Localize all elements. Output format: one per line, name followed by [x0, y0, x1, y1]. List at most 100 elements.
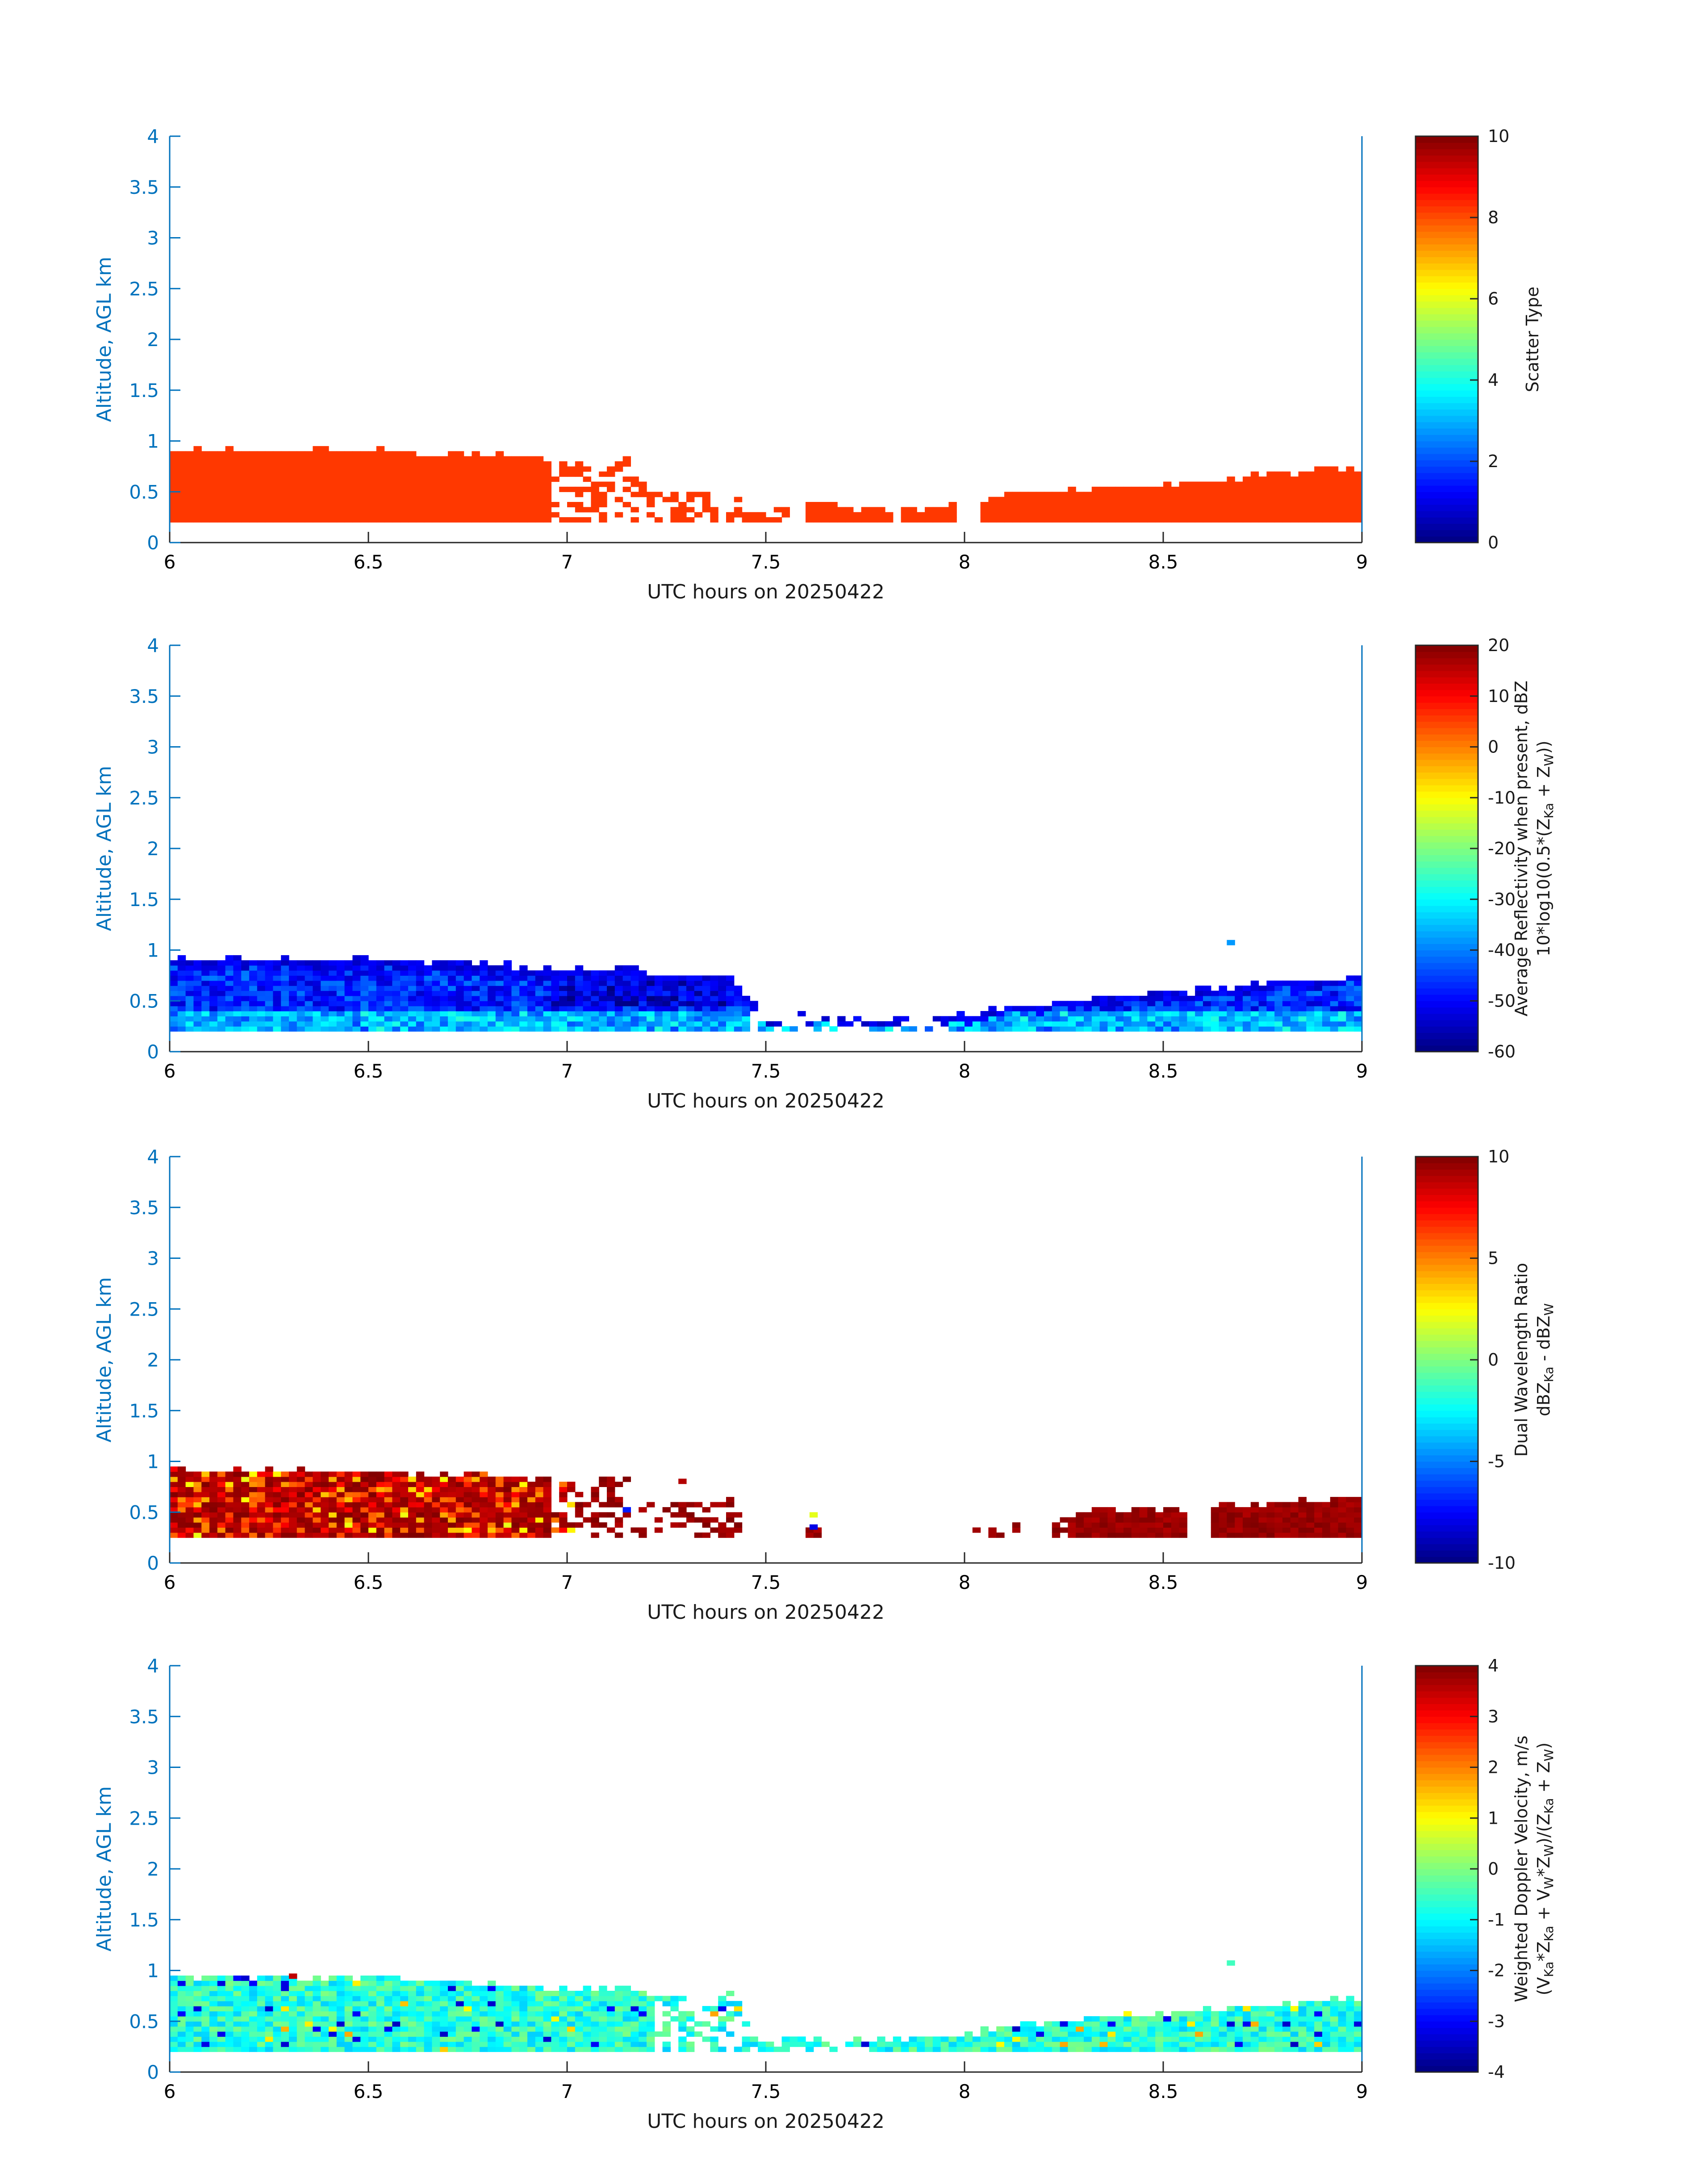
heatmap-cell	[329, 471, 337, 477]
heatmap-cell	[519, 1507, 528, 1513]
colorbar-segment	[1416, 715, 1478, 722]
heatmap-cell	[869, 2041, 877, 2047]
heatmap-cell	[1219, 1512, 1227, 1518]
heatmap-cell	[233, 2016, 242, 2022]
heatmap-cell	[1123, 1026, 1132, 1032]
heatmap-cell	[1068, 1517, 1076, 1523]
heatmap-cell	[424, 507, 432, 513]
heatmap-cell	[305, 1021, 313, 1027]
heatmap-cell	[1179, 502, 1187, 507]
heatmap-cell	[1227, 481, 1235, 487]
heatmap-cell	[607, 1011, 615, 1016]
heatmap-cell	[305, 1502, 313, 1508]
heatmap-cell	[1338, 481, 1346, 487]
heatmap-cell	[352, 965, 361, 971]
heatmap-cell	[209, 1497, 218, 1503]
heatmap-cell	[806, 512, 814, 518]
heatmap-cell	[591, 502, 599, 507]
heatmap-cell	[1020, 1006, 1028, 1011]
heatmap-cell	[1322, 1512, 1331, 1518]
colorbar-segment	[1416, 288, 1478, 296]
heatmap-cell	[662, 1016, 671, 1022]
heatmap-cell	[225, 1487, 234, 1492]
heatmap-cell	[670, 507, 679, 513]
heatmap-cell	[305, 1001, 313, 1007]
colorbar-segment	[1416, 689, 1478, 697]
heatmap-cell	[440, 1001, 448, 1007]
x-axis-label: UTC hours on 20250422	[647, 1601, 885, 1624]
heatmap-cell	[193, 990, 202, 996]
heatmap-cell	[1139, 1021, 1148, 1027]
heatmap-cell	[821, 507, 830, 513]
heatmap-cell	[1243, 1026, 1251, 1032]
heatmap-cell	[1346, 1512, 1354, 1518]
heatmap-cell	[289, 2006, 297, 2012]
heatmap-cell	[1306, 497, 1315, 502]
heatmap-cell	[734, 1001, 743, 1007]
heatmap-cell	[1052, 512, 1061, 518]
heatmap-cell	[599, 481, 607, 487]
heatmap-cell	[607, 1006, 615, 1011]
heatmap-cell	[488, 1476, 496, 1482]
heatmap-cell	[249, 1512, 258, 1518]
heatmap-cell	[336, 2001, 345, 2006]
heatmap-cell	[344, 2036, 353, 2042]
heatmap-cell	[281, 2047, 289, 2052]
heatmap-cell	[1107, 1016, 1116, 1022]
heatmap-cell	[901, 2041, 909, 2047]
heatmap-cell	[257, 486, 266, 492]
heatmap-cell	[535, 1497, 544, 1503]
heatmap-cell	[495, 1482, 504, 1487]
heatmap-cell	[1155, 990, 1164, 996]
heatmap-cell	[639, 1991, 647, 1996]
heatmap-cell	[249, 492, 258, 497]
heatmap-cell	[352, 1016, 361, 1022]
heatmap-cell	[217, 2001, 226, 2006]
heatmap-cell	[480, 1001, 488, 1007]
y-tick-label: 1.5	[129, 889, 159, 911]
heatmap-cell	[416, 1492, 425, 1497]
heatmap-cell	[400, 1487, 409, 1492]
heatmap-cell	[575, 2001, 584, 2006]
heatmap-cell	[543, 1532, 551, 1538]
heatmap-cell	[1258, 497, 1267, 502]
heatmap-cell	[329, 990, 337, 996]
heatmap-cell	[321, 451, 329, 457]
heatmap-cell	[336, 986, 345, 991]
heatmap-cell	[1235, 1532, 1243, 1538]
heatmap-cell	[1203, 1006, 1211, 1011]
heatmap-cell	[1306, 507, 1315, 513]
heatmap-cell	[503, 2021, 512, 2027]
heatmap-cell	[472, 497, 480, 502]
heatmap-cell	[360, 1502, 369, 1508]
heatmap-cell	[1346, 1507, 1354, 1513]
heatmap-cell	[1060, 2021, 1068, 2027]
heatmap-cell	[416, 1527, 425, 1533]
x-tick-label: 9	[1356, 1571, 1368, 1593]
heatmap-cell	[416, 965, 425, 971]
heatmap-cell	[440, 492, 448, 497]
heatmap-cell	[519, 492, 528, 497]
heatmap-cell	[273, 1517, 281, 1523]
heatmap-cell	[591, 1026, 599, 1032]
heatmap-cell	[488, 2026, 496, 2032]
heatmap-cell	[273, 1021, 281, 1027]
heatmap-cell	[1163, 1532, 1172, 1538]
colorbar-segment	[1416, 899, 1478, 906]
heatmap-cell	[861, 517, 869, 523]
heatmap-cell	[273, 451, 281, 457]
heatmap-cell	[1171, 502, 1180, 507]
heatmap-cell	[535, 502, 544, 507]
heatmap-cell	[710, 2011, 718, 2017]
heatmap-cell	[1147, 1016, 1156, 1022]
heatmap-cell	[726, 1001, 735, 1007]
heatmap-cell	[384, 1497, 393, 1503]
heatmap-cell	[241, 486, 250, 492]
heatmap-cell	[265, 1985, 273, 1991]
heatmap-cell	[201, 512, 210, 518]
colorbar-segment	[1416, 397, 1478, 403]
heatmap-cell	[535, 1532, 544, 1538]
heatmap-cell	[1290, 986, 1299, 991]
heatmap-cell	[424, 990, 432, 996]
heatmap-cell	[265, 466, 273, 472]
